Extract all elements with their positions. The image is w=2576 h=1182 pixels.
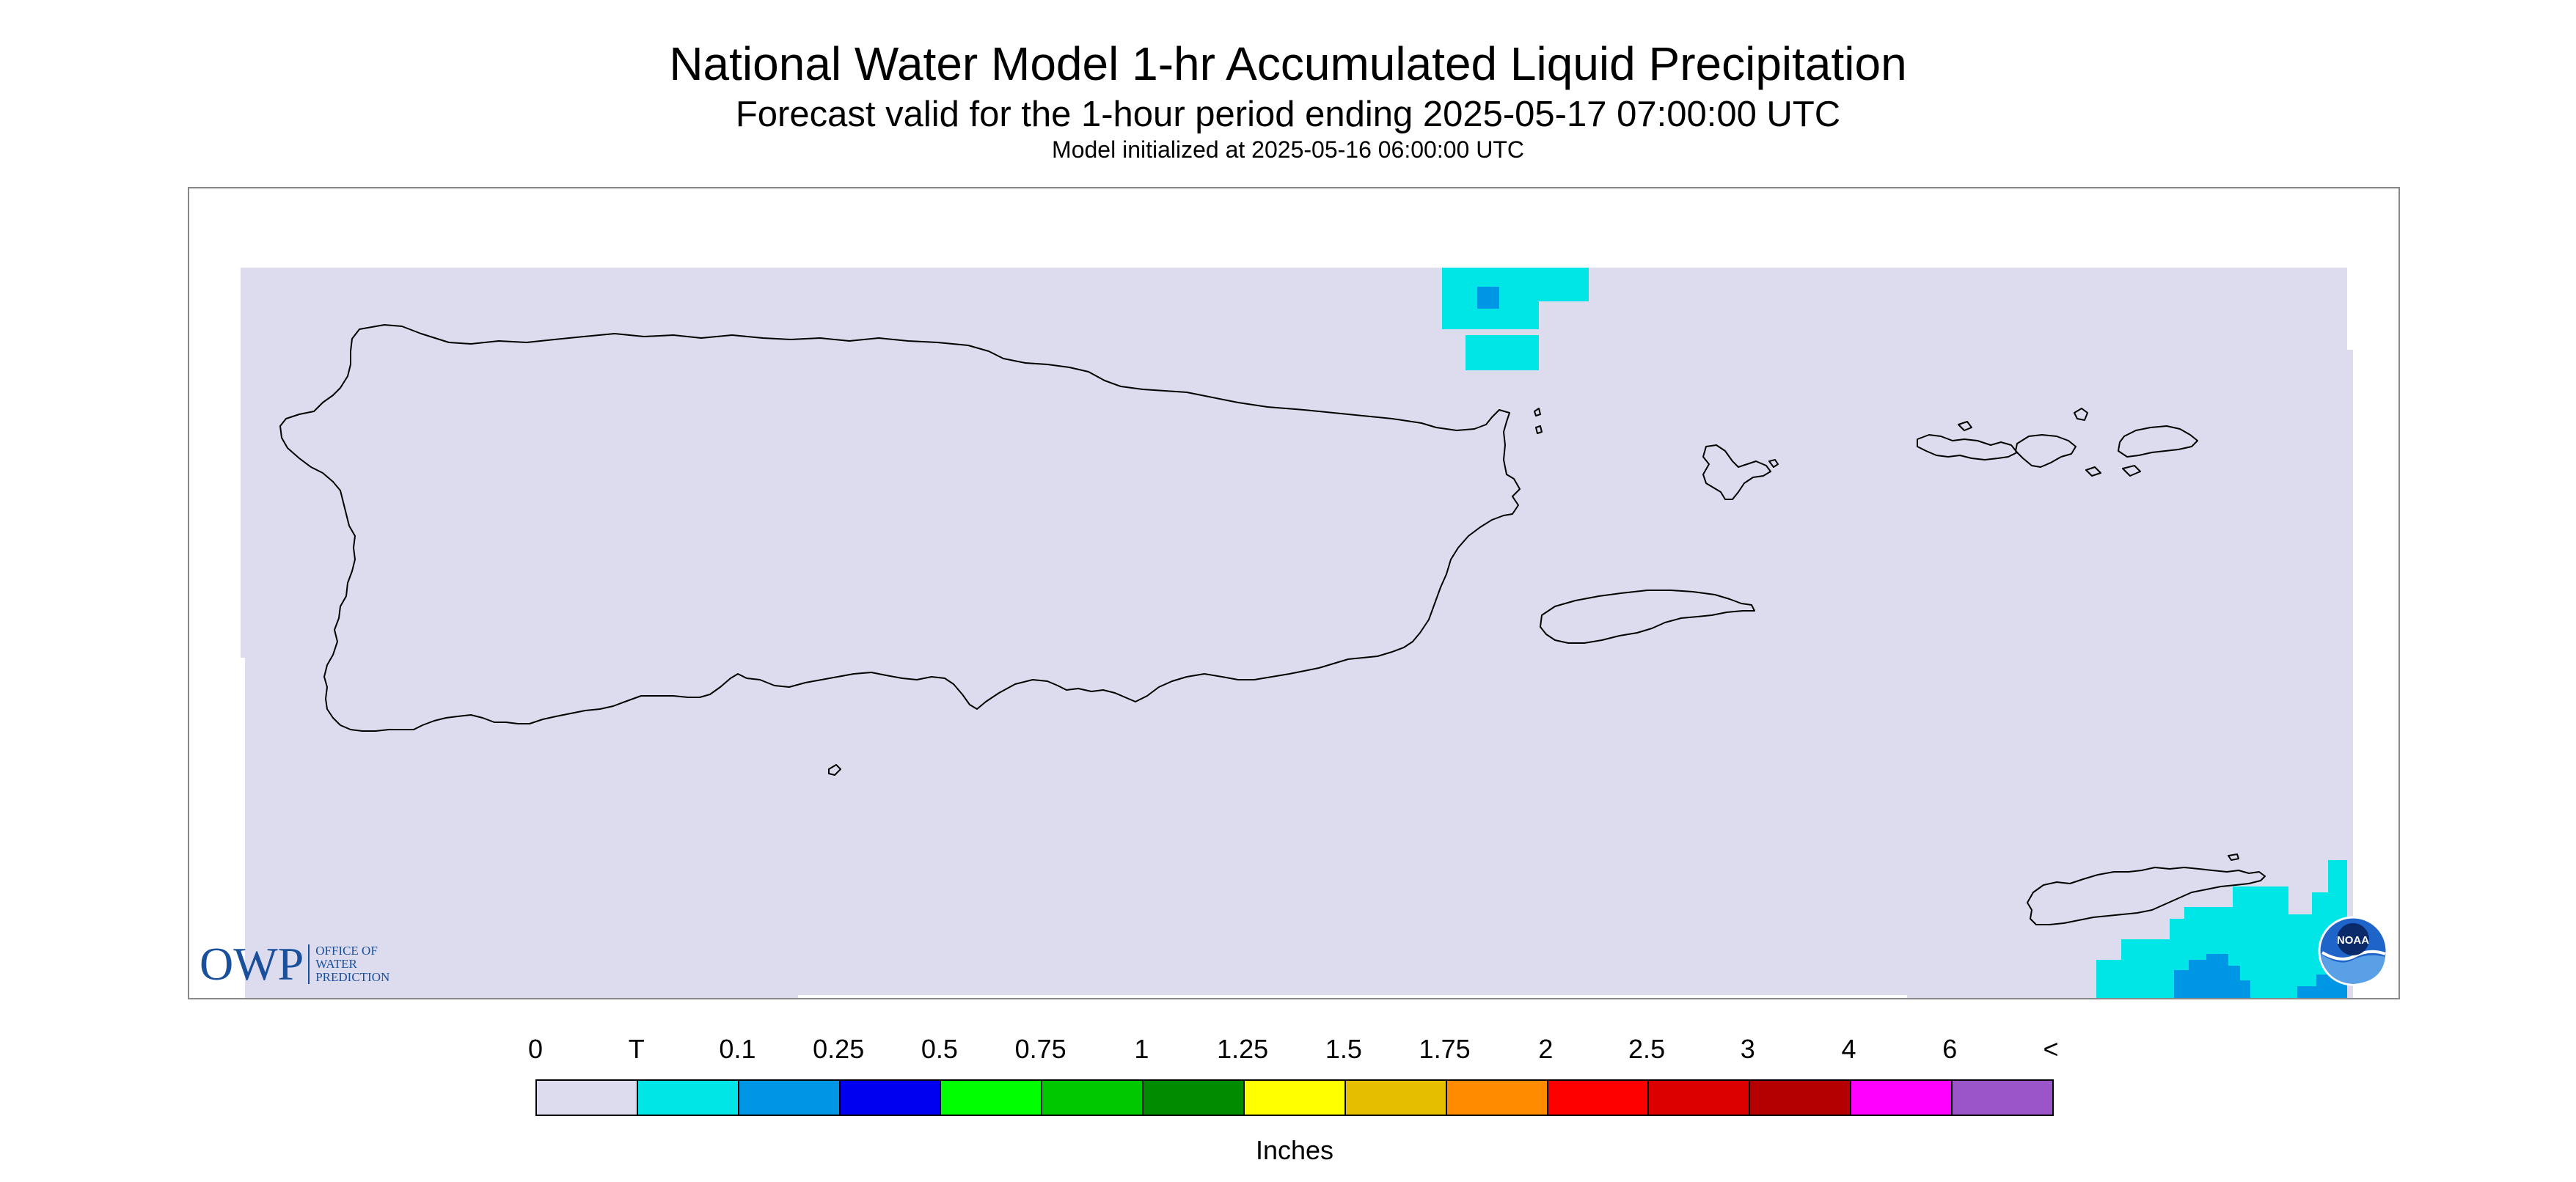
map-frame: OWP Office of Water Prediction NOAA — [188, 187, 2400, 999]
legend-swatch — [1245, 1081, 1346, 1115]
legend-swatch — [1144, 1081, 1245, 1115]
legend-tick-label: 0.5 — [921, 1034, 958, 1064]
coast-bvi-cays — [1958, 408, 2141, 477]
precip-cell-culebra-north — [1442, 268, 1589, 329]
legend-swatch — [1345, 1081, 1447, 1115]
coast-puerto-rico — [279, 324, 1521, 732]
coastlines — [279, 324, 2266, 925]
legend-swatch — [1042, 1081, 1144, 1115]
legend-tick-label: 0.1 — [719, 1034, 756, 1064]
coast-buck-island — [2228, 854, 2239, 861]
legend-tick-label: 1.5 — [1325, 1034, 1362, 1064]
legend-tick-label: 1 — [1134, 1034, 1149, 1064]
precip-cell-st-croix-east — [2096, 860, 2347, 998]
legend-tick-label: 1.25 — [1217, 1034, 1269, 1064]
coast-culebra — [1702, 444, 1771, 500]
map-subtitle: Forecast valid for the 1-hour period end… — [735, 95, 1841, 134]
coast-bvi-tortola — [2118, 425, 2198, 458]
legend-tick-label: T — [628, 1034, 645, 1064]
legend-swatch — [1548, 1081, 1650, 1115]
legend-tick-label: 4 — [1841, 1034, 1856, 1064]
owp-logo-line: Prediction — [315, 970, 390, 984]
owp-logo-line: Water — [315, 957, 357, 971]
legend-color-bar — [535, 1079, 2054, 1116]
model-domain — [241, 268, 2353, 998]
legend-tick-label: 2.5 — [1628, 1034, 1666, 1064]
coast-culebra-islets — [1534, 408, 1543, 434]
legend-swatch — [1446, 1081, 1548, 1115]
legend-swatch — [637, 1081, 739, 1115]
owp-logo-mark: OWP — [200, 938, 304, 990]
legend-swatch — [1851, 1081, 1953, 1115]
coast-caja-de-muertos — [828, 764, 841, 776]
legend-tick-labels: 0 T 0.1 0.25 0.5 0.75 1 1.25 1.5 1.75 2 2.5 3 4 6 < — [528, 1034, 2059, 1071]
precip-cell-culebra-core — [1477, 287, 1499, 309]
legend-tick-label: 0 — [527, 1034, 544, 1064]
model-init-text: Model initialized at 2025-05-16 06:00:00… — [1052, 136, 1524, 163]
coast-vieques — [1540, 590, 1755, 644]
legend-swatch — [537, 1081, 638, 1115]
legend-tick-label: 2 — [1538, 1034, 1554, 1064]
legend-swatch — [1953, 1081, 2052, 1115]
legend-swatch — [840, 1081, 942, 1115]
legend-tick-label: 3 — [1740, 1034, 1755, 1064]
legend-swatch — [941, 1081, 1043, 1115]
legend-tick-label: 0.75 — [1014, 1034, 1066, 1064]
legend-tick-label: 0.25 — [813, 1034, 865, 1064]
precip-cells — [1442, 268, 2347, 998]
legend-tick-label: 1.75 — [1419, 1034, 1471, 1064]
legend-swatch — [1750, 1081, 1852, 1115]
noaa-logo-text: NOAA — [2337, 934, 2369, 947]
precip-cell-culebra-south — [1466, 335, 1539, 370]
legend-tick-label: 6 — [1942, 1034, 1958, 1064]
owp-logo: OWP Office of Water Prediction — [200, 938, 389, 990]
legend-swatch — [1649, 1081, 1751, 1115]
noaa-logo: NOAA — [2318, 916, 2388, 986]
map-title: National Water Model 1-hr Accumulated Li… — [669, 37, 1907, 90]
legend-units-label: Inches — [1255, 1135, 1334, 1165]
precipitation-map — [241, 268, 2353, 998]
owp-logo-divider — [308, 944, 310, 984]
coast-st-croix — [2027, 867, 2266, 925]
owp-logo-text: Office of Water Prediction — [315, 944, 389, 984]
coast-st-john — [2015, 434, 2076, 468]
legend-swatch — [739, 1081, 841, 1115]
coast-culebrita — [1768, 459, 1779, 468]
owp-logo-line: Office of — [315, 944, 378, 958]
color-legend: 0 T 0.1 0.25 0.5 0.75 1 1.25 1.5 1.75 2 2.5 3 4 6 < Inc… — [528, 1034, 2059, 1166]
precip-cell-st-croix-core — [2174, 954, 2250, 998]
coast-st-thomas — [1917, 434, 2018, 460]
legend-tick-label: < — [2043, 1034, 2059, 1064]
